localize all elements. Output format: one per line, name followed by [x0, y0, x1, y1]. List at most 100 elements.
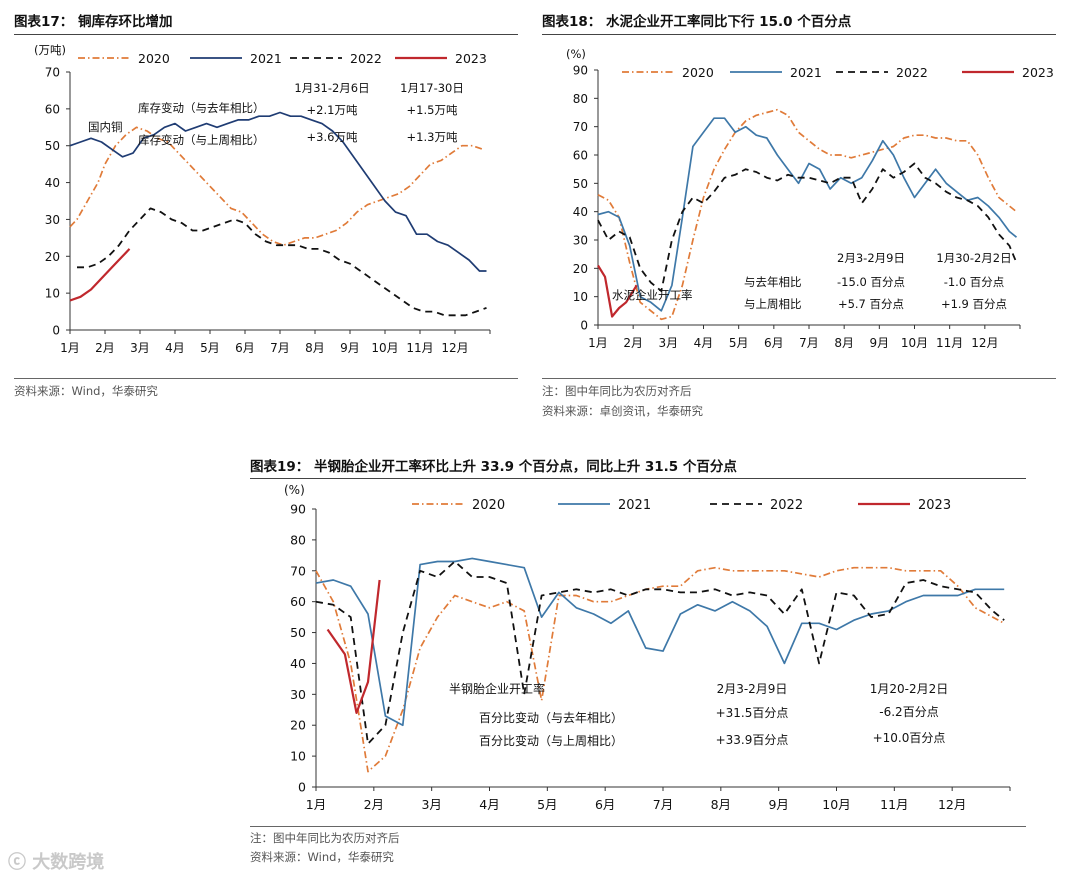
x-tick-label: 11月: [880, 797, 908, 812]
annotation-text: +31.5百分点: [716, 706, 789, 720]
annotation-text: 2月3-2月9日: [837, 251, 905, 265]
legend-label-2021: 2021: [618, 498, 651, 513]
x-tick-label: 1月: [306, 797, 326, 812]
y-tick-label: 10: [290, 749, 306, 764]
x-tick-label: 11月: [406, 341, 433, 355]
annotation-text: 百分比变动（与上周相比）: [479, 733, 623, 748]
x-tick-label: 9月: [768, 797, 788, 812]
annotation-text: +3.6万吨: [307, 130, 358, 144]
x-tick-label: 8月: [711, 797, 731, 812]
fig18-title: 图表18： 水泥企业开工率同比下行 15.0 个百分点: [542, 14, 852, 30]
fig17-chart: 0 10 20 30 40 50 60 70 (万吨) 1月 2月 3月 4月 5月 6月 7月 8月 9月 10月…: [34, 43, 491, 355]
series-line-2020: [597, 108, 1018, 321]
series-line-2020: [69, 126, 484, 247]
x-tick-label: 2月: [95, 341, 115, 355]
fig19-note: 注：图中年同比为农历对齐后: [250, 831, 400, 845]
y-tick-label: 80: [573, 92, 588, 106]
annotation-text: -15.0 百分点: [837, 275, 905, 289]
annotation-text: +1.9 百分点: [941, 297, 1007, 311]
fig19-source: 资料来源：Wind，华泰研究: [250, 850, 394, 864]
y-tick-label: 30: [573, 234, 588, 248]
y-tick-label: 20: [573, 262, 588, 276]
y-tick-label: 0: [52, 324, 60, 338]
y-tick-label: 50: [45, 139, 60, 153]
x-tick-label: 7月: [799, 336, 819, 350]
y-tick-label: 90: [573, 64, 588, 78]
y-tick-label: 0: [298, 780, 306, 795]
x-tick-label: 11月: [936, 336, 963, 350]
legend-label-2023: 2023: [455, 51, 487, 66]
y-tick-label: 50: [290, 625, 306, 640]
y-tick-label: 30: [290, 687, 306, 702]
x-tick-label: 10月: [822, 797, 850, 812]
fig17-bottom-rule: [14, 378, 518, 379]
annotation-text: 1月20-2月2日: [870, 682, 949, 696]
annotation-text: 1月17-30日: [400, 81, 464, 95]
watermark-text: 大数跨境: [32, 852, 105, 873]
series-line-2022: [77, 207, 487, 317]
y-tick-label: 20: [290, 718, 306, 733]
x-tick-label: 12月: [938, 797, 966, 812]
y-tick-label: 90: [290, 502, 306, 517]
legend-label-2021: 2021: [250, 51, 282, 66]
y-axis-unit-label: (%): [566, 47, 586, 61]
y-tick-label: 70: [573, 120, 588, 134]
legend-label-2022: 2022: [896, 65, 928, 80]
legend-label-2020: 2020: [138, 51, 170, 66]
y-tick-label: 40: [45, 176, 60, 190]
x-tick-label: 10月: [901, 336, 928, 350]
y-tick-label: 40: [290, 656, 306, 671]
fig18-note: 注：图中年同比为农历对齐后: [542, 384, 692, 398]
series-line-2023: [326, 579, 381, 714]
annotation-text: +1.5万吨: [407, 103, 458, 117]
fig19-bottom-rule: [250, 826, 1026, 827]
annotation-text: 1月31-2月6日: [294, 81, 369, 95]
y-tick-label: 60: [45, 102, 60, 116]
x-tick-label: 4月: [479, 797, 499, 812]
y-tick-label: 60: [290, 594, 306, 609]
series-line-2023: [69, 248, 131, 302]
y-axis-unit-label: (万吨): [34, 43, 66, 57]
x-tick-label: 1月: [60, 341, 80, 355]
x-tick-label: 1月: [588, 336, 608, 350]
annotation-text: -1.0 百分点: [944, 275, 1005, 289]
annotation-text: 1月30-2月2日: [936, 251, 1011, 265]
y-tick-label: 30: [45, 213, 60, 227]
x-tick-label: 3月: [421, 797, 441, 812]
y-tick-label: 60: [573, 149, 588, 163]
fig18-bottom-rule: [542, 378, 1056, 379]
annotation-text: 水泥企业开工率: [612, 288, 693, 302]
x-tick-label: 9月: [340, 341, 360, 355]
x-tick-label: 8月: [305, 341, 325, 355]
annotation-text: +1.3万吨: [407, 130, 458, 144]
y-tick-label: 20: [45, 250, 60, 264]
x-tick-label: 7月: [270, 341, 290, 355]
fig18-title-rule: [542, 34, 1056, 35]
legend-label-2022: 2022: [350, 51, 382, 66]
x-tick-label: 6月: [235, 341, 255, 355]
series-line-2021: [597, 117, 1018, 312]
y-tick-label: 70: [290, 563, 306, 578]
x-tick-label: 12月: [971, 336, 998, 350]
watermark-logo: ⓒ 大数跨境: [8, 852, 105, 873]
series-line-2021: [315, 557, 1005, 727]
series-line-2022: [315, 560, 1005, 745]
annotation-text: +33.9百分点: [716, 733, 789, 747]
x-tick-label: 9月: [870, 336, 890, 350]
annotation-text: 国内铜: [88, 120, 123, 134]
fig19-chart: 0 10 20 30 40 50 60 70 80 90 (%) 1月 2月 3月 4月 5月 6月 7月 8月 9月…: [284, 483, 1011, 812]
legend-label-2020: 2020: [472, 498, 505, 513]
annotation-text: 库存变动（与上周相比）: [138, 133, 265, 147]
y-tick-label: 80: [290, 532, 306, 547]
legend-label-2022: 2022: [770, 498, 803, 513]
x-tick-label: 7月: [653, 797, 673, 812]
y-tick-label: 0: [580, 319, 588, 333]
x-tick-label: 5月: [537, 797, 557, 812]
x-tick-label: 3月: [659, 336, 679, 350]
annotation-text: 库存变动（与去年相比）: [138, 101, 265, 115]
y-tick-label: 40: [573, 205, 588, 219]
fig17-title: 图表17： 铜库存环比增加: [14, 14, 173, 30]
x-tick-label: 2月: [623, 336, 643, 350]
x-tick-label: 5月: [200, 341, 220, 355]
y-tick-label: 10: [45, 287, 60, 301]
